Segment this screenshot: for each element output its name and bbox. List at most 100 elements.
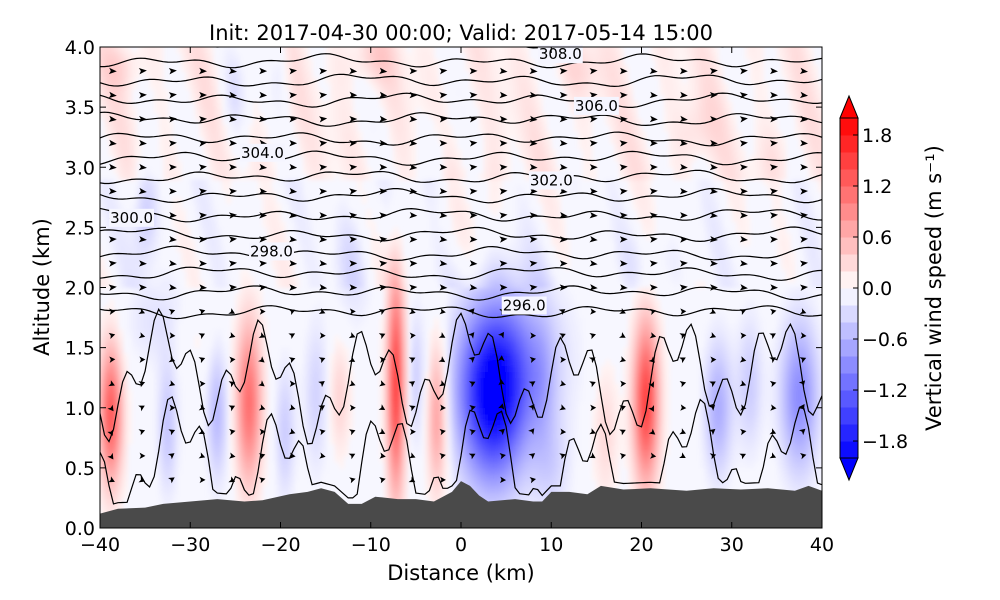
field-cell (474, 449, 480, 457)
field-cell (154, 77, 160, 84)
field-cell (429, 401, 435, 409)
field-cell (479, 311, 485, 319)
field-cell (163, 299, 169, 307)
field-cell (100, 29, 105, 36)
field-cell (303, 203, 309, 210)
field-cell (461, 107, 467, 114)
field-cell (510, 431, 516, 439)
field-cell (330, 173, 336, 180)
field-cell (312, 77, 318, 84)
field-cell (298, 191, 304, 198)
field-cell (285, 263, 291, 270)
field-cell (303, 329, 309, 337)
field-cell (294, 407, 300, 415)
field-cell (357, 263, 363, 270)
field-cell (483, 89, 489, 96)
field-cell (163, 413, 169, 421)
field-cell (104, 203, 110, 210)
field-cell (113, 443, 119, 451)
field-cell (447, 257, 453, 264)
field-cell (217, 137, 223, 144)
field-cell (470, 359, 476, 367)
field-cell (456, 377, 462, 385)
field-cell (235, 413, 241, 421)
field-cell (334, 107, 340, 114)
field-cell (149, 245, 155, 252)
field-cell (190, 53, 196, 60)
field-cell (312, 239, 318, 246)
field-cell (298, 47, 304, 54)
field-cell (429, 53, 435, 60)
field-cell (429, 179, 435, 186)
field-cell (497, 83, 503, 90)
field-cell (330, 257, 336, 264)
field-cell (406, 83, 412, 90)
field-cell (212, 377, 218, 385)
field-cell (118, 239, 124, 246)
field-cell (230, 353, 236, 361)
field-cell (172, 383, 178, 391)
field-cell (393, 245, 399, 252)
field-cell (154, 335, 160, 343)
field-cell (158, 221, 164, 228)
field-cell (339, 227, 345, 234)
field-cell (176, 389, 182, 397)
field-cell (393, 239, 399, 246)
field-cell (154, 209, 160, 216)
field-cell (465, 461, 471, 469)
field-cell (339, 365, 345, 373)
field-cell (194, 263, 200, 270)
field-cell (343, 371, 349, 379)
field-cell (524, 431, 530, 439)
field-cell (149, 305, 155, 313)
field-cell (285, 395, 291, 403)
field-cell (100, 59, 106, 66)
field-cell (248, 293, 254, 301)
field-cell (339, 341, 345, 349)
field-cell (357, 239, 363, 246)
field-cell (465, 365, 471, 373)
field-cell (411, 113, 417, 120)
field-cell (312, 365, 318, 373)
field-cell (208, 125, 214, 132)
field-cell (172, 329, 178, 337)
field-cell (474, 83, 480, 90)
field-cell (438, 491, 444, 499)
field-cell (452, 377, 458, 385)
field-cell (248, 449, 254, 457)
field-cell (298, 83, 304, 90)
field-cell (312, 377, 318, 385)
field-cell (492, 395, 498, 403)
field-cell (465, 59, 471, 66)
field-cell (334, 353, 340, 361)
field-cell (145, 179, 151, 186)
field-cell (343, 53, 349, 60)
field-cell (488, 65, 494, 72)
field-cell (230, 161, 236, 168)
field-cell (100, 77, 106, 84)
field-cell (100, 503, 106, 511)
field-cell (501, 437, 507, 445)
field-cell (348, 59, 354, 66)
field-cell (411, 101, 417, 108)
field-cell (456, 353, 462, 361)
field-cell (285, 479, 291, 487)
field-cell (285, 47, 291, 54)
field-cell (393, 293, 399, 301)
field-cell (294, 233, 300, 240)
field-cell (194, 185, 200, 192)
field-cell (433, 221, 439, 228)
field-cell (438, 371, 444, 379)
field-cell (384, 431, 390, 439)
field-cell (104, 317, 110, 325)
field-cell (131, 317, 137, 325)
field-cell (276, 263, 282, 270)
field-cell (271, 71, 277, 78)
field-cell (316, 107, 322, 114)
field-cell (501, 443, 507, 451)
field-cell (131, 323, 137, 331)
field-cell (388, 83, 394, 90)
field-cell (321, 377, 327, 385)
field-cell (433, 359, 439, 367)
field-cell (357, 173, 363, 180)
